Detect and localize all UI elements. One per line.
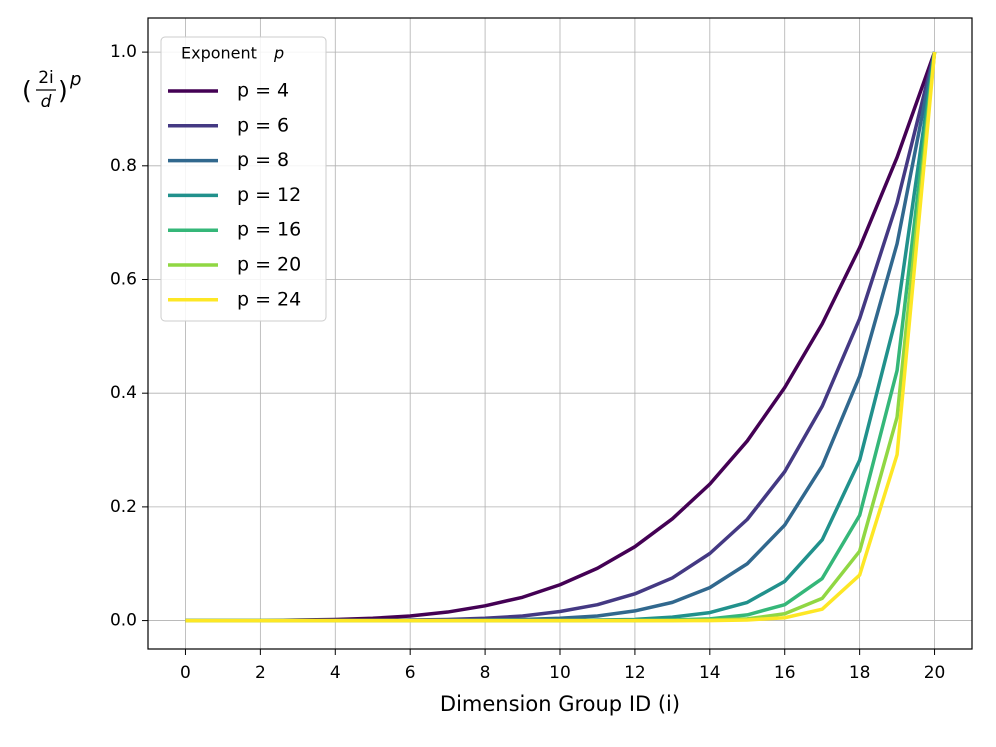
y-tick-label: 0.2 [110, 497, 137, 517]
x-tick-label: 6 [405, 663, 416, 683]
x-tick-label: 16 [774, 663, 796, 683]
x-tick-label: 10 [549, 663, 571, 683]
y-tick-label: 0.0 [110, 611, 137, 631]
y-tick-label: 0.4 [110, 383, 137, 403]
legend-label: p = 6 [237, 114, 289, 136]
y-tick-label: 1.0 [110, 42, 137, 62]
x-tick-label: 14 [699, 663, 721, 683]
y-label-exponent: p [69, 69, 81, 90]
y-label-open: ( [22, 76, 32, 105]
y-axis-label: ( 2i d ) p [22, 68, 81, 112]
legend-label: p = 12 [237, 184, 301, 206]
y-label-numerator: 2i [38, 68, 54, 88]
x-axis-label: Dimension Group ID (i) [440, 692, 680, 716]
y-tick-label: 0.8 [110, 156, 137, 176]
legend-label: p = 16 [237, 219, 301, 241]
x-tick-label: 20 [924, 663, 946, 683]
legend-label: p = 4 [237, 80, 289, 102]
x-tick-label: 12 [624, 663, 646, 683]
plot-frame [147, 17, 973, 650]
x-tick-label: 4 [330, 663, 341, 683]
legend-box [160, 36, 327, 322]
legend: Exponent p p = 4 p = 6 p = 8 p = 12 p = 16 p = … [160, 36, 327, 322]
legend-title-symbol: p [273, 44, 284, 63]
y-tick-label: 0.6 [110, 269, 137, 289]
legend-label: p = 20 [237, 254, 301, 276]
x-tick-label: 18 [849, 663, 871, 683]
legend-title: Exponent [181, 44, 257, 63]
x-tick-label: 8 [480, 663, 491, 683]
y-label-close: ) [58, 76, 68, 105]
x-tick-label: 0 [180, 663, 191, 683]
legend-label: p = 8 [237, 149, 289, 171]
x-tick-label: 2 [255, 663, 266, 683]
legend-label: p = 24 [237, 288, 301, 310]
y-label-denominator: d [41, 92, 52, 112]
data-line [185, 51, 937, 623]
